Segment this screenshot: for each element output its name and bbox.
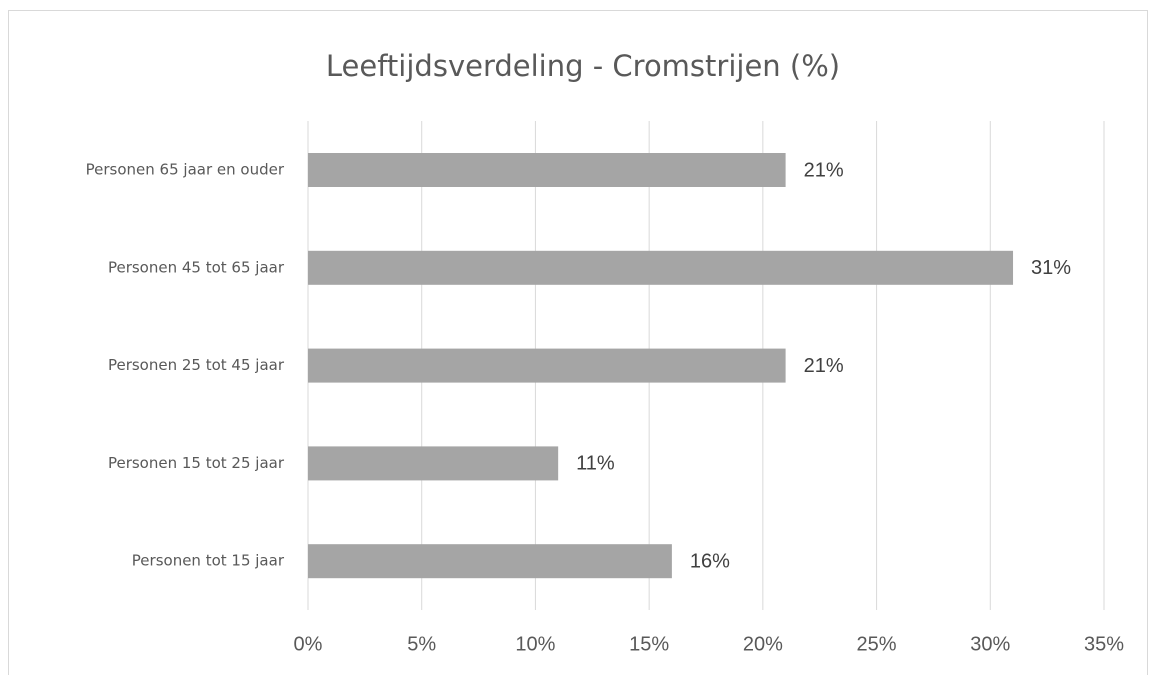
data-label: 21% — [804, 355, 844, 377]
x-tick-label: 10% — [515, 633, 555, 655]
x-tick-label: 20% — [743, 633, 783, 655]
data-label: 16% — [690, 550, 730, 572]
bar — [308, 153, 786, 187]
x-tick-label: 0% — [294, 633, 323, 655]
chart-title: Leeftijdsverdeling - Cromstrijen (%) — [326, 49, 840, 83]
bar — [308, 348, 786, 383]
data-label: 21% — [804, 159, 844, 181]
x-tick-label: 35% — [1084, 633, 1124, 655]
y-tick-label: Personen 45 tot 65 jaar — [108, 258, 285, 276]
x-tick-label: 5% — [407, 633, 436, 655]
y-tick-label: Personen 65 jaar en ouder — [86, 161, 285, 179]
bar — [308, 544, 672, 579]
data-label: 11% — [576, 453, 615, 475]
bar — [308, 446, 559, 481]
y-tick-label: Personen 15 tot 25 jaar — [108, 454, 285, 472]
y-tick-label: Personen 25 tot 45 jaar — [108, 356, 285, 374]
bar — [308, 250, 1014, 285]
x-tick-label: 25% — [857, 633, 897, 655]
y-tick-label: Personen tot 15 jaar — [132, 552, 285, 570]
data-label: 31% — [1031, 257, 1071, 279]
x-tick-label: 15% — [629, 633, 669, 655]
x-tick-label: 30% — [970, 633, 1010, 655]
